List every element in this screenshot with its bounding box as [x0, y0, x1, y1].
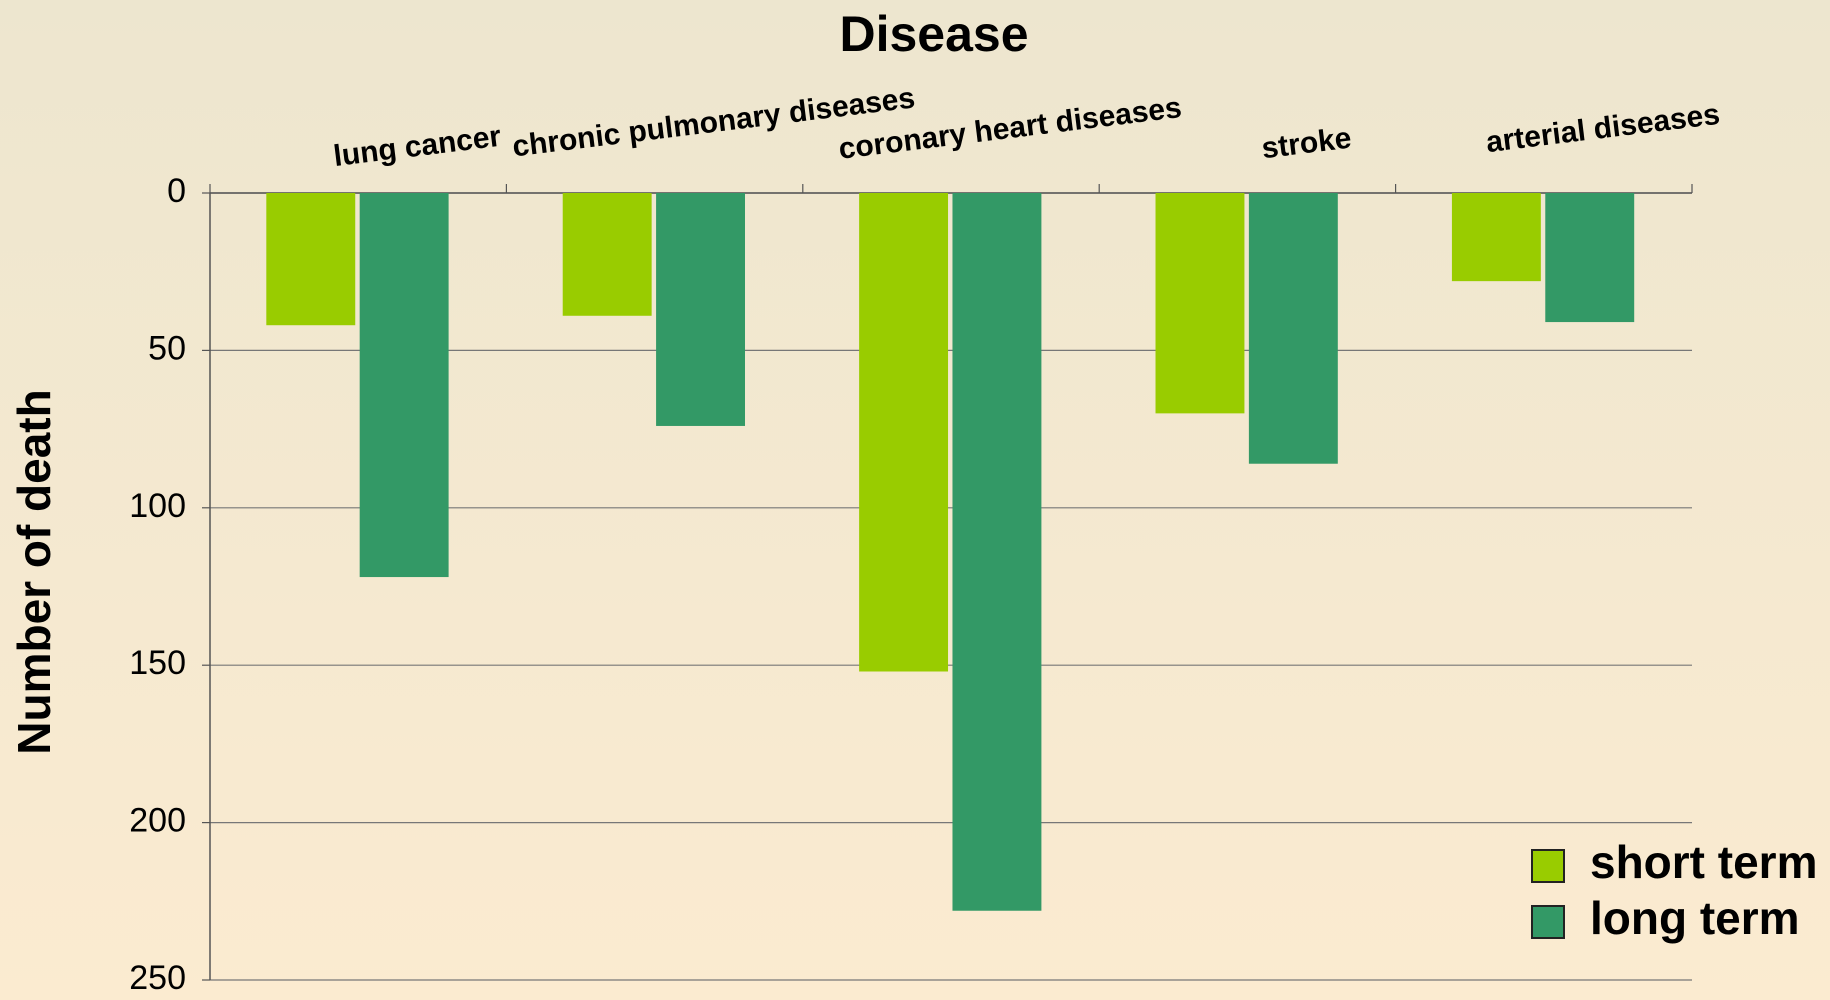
legend-label: long term [1590, 892, 1800, 944]
bar [859, 193, 949, 672]
y-tick-label: 0 [167, 172, 186, 210]
y-axis-title: Number of death [8, 389, 60, 754]
y-tick-label: 250 [129, 959, 186, 997]
bar [266, 193, 356, 326]
bar [656, 193, 746, 426]
bar [359, 193, 449, 578]
bar [1451, 193, 1541, 282]
bar [562, 193, 652, 316]
y-tick-label: 200 [129, 802, 186, 840]
bar [952, 193, 1042, 911]
bar [1155, 193, 1245, 414]
bar [1248, 193, 1338, 464]
y-tick-label: 50 [148, 329, 186, 367]
legend-swatch [1531, 905, 1565, 939]
y-tick-label: 100 [129, 487, 186, 525]
legend-label: short term [1590, 836, 1817, 888]
chart-title: Disease [839, 6, 1028, 62]
legend-swatch [1531, 849, 1565, 883]
bar [1545, 193, 1635, 323]
y-tick-label: 150 [129, 644, 186, 682]
